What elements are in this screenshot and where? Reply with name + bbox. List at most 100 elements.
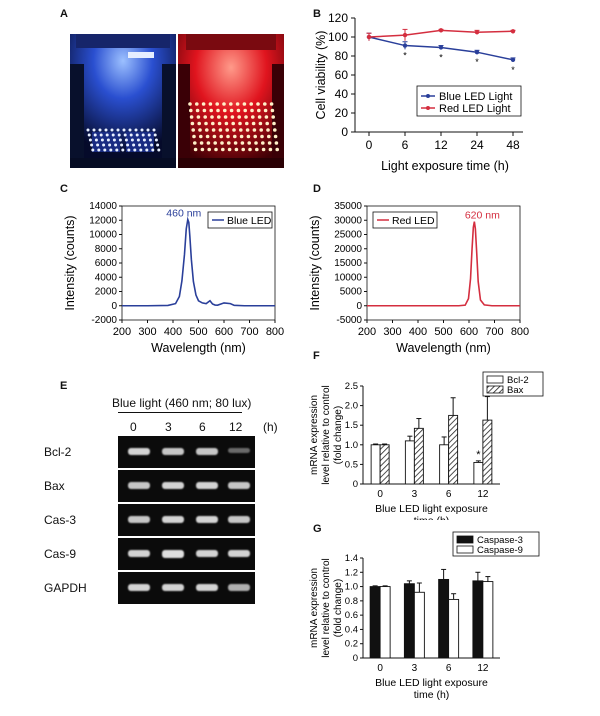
y-tick-label: 8000 xyxy=(95,244,118,255)
y-axis-title: mRNA expression xyxy=(309,568,320,648)
led-dot xyxy=(145,148,149,152)
led-dot xyxy=(189,115,194,119)
led-dot xyxy=(266,128,270,132)
led-dot xyxy=(225,128,229,132)
blot-band xyxy=(128,584,150,591)
led-dot xyxy=(198,128,202,132)
led-dot xyxy=(220,141,224,145)
led-dot xyxy=(229,108,234,113)
led-dot xyxy=(124,138,128,142)
led-dot xyxy=(275,147,279,152)
blot-band xyxy=(196,516,218,523)
led-dot xyxy=(90,143,94,147)
led-dot xyxy=(231,121,235,126)
bcl2-bax-bar-chart: 0 0.5 1.0 1.5 2.0 2.5 0 3 6 12 * Blue LED light exp… xyxy=(309,371,544,520)
led-dot xyxy=(239,128,243,132)
led-dot xyxy=(192,134,196,139)
y-tick-label: 6000 xyxy=(95,258,118,269)
led-dot xyxy=(233,134,237,139)
x-tick-label: 6 xyxy=(446,663,452,674)
spectrum-line xyxy=(122,216,275,307)
data-point xyxy=(510,29,516,34)
led-dot xyxy=(147,133,151,137)
led-dot xyxy=(211,121,215,126)
lane-label-12: 12 xyxy=(229,420,243,434)
led-dot xyxy=(195,108,200,113)
panel-label-g: G xyxy=(313,523,322,535)
legend-label: Blue LED xyxy=(227,215,272,227)
y-tick-label: 80 xyxy=(335,49,349,63)
blue-led-spectrum-chart: -2000 0 2000 4000 6000 8000 10000 12000 14000 200… xyxy=(63,201,284,355)
led-dot xyxy=(105,133,109,137)
led-dot xyxy=(99,133,103,137)
blot-band xyxy=(162,482,184,489)
x-axis-title: Wavelength (nm) xyxy=(151,341,246,355)
legend-label: Bcl-2 xyxy=(507,375,529,386)
led-dot xyxy=(140,128,144,132)
x-tick-label: 800 xyxy=(266,326,284,338)
bar xyxy=(379,444,390,485)
blot-band xyxy=(196,482,218,489)
led-dot xyxy=(236,108,241,113)
led-dot xyxy=(195,102,199,106)
led-dot xyxy=(256,102,260,106)
legend-label: Red LED xyxy=(392,215,435,227)
led-dot xyxy=(116,128,120,132)
x-axis-title: time (h) xyxy=(414,515,450,520)
bar xyxy=(403,583,415,659)
led-dot xyxy=(117,133,121,137)
led-dot xyxy=(261,141,265,145)
y-tick-label: 0.2 xyxy=(345,639,358,650)
led-dot xyxy=(202,108,207,113)
led-dot xyxy=(270,108,275,113)
y-tick-label: -5000 xyxy=(336,315,362,326)
led-dot xyxy=(203,115,207,119)
blot-band xyxy=(128,482,150,489)
led-dot xyxy=(240,141,245,145)
led-dot xyxy=(259,128,263,132)
led-dot xyxy=(153,133,157,137)
blot-gel-row xyxy=(118,436,255,468)
bar xyxy=(404,440,415,485)
led-dot xyxy=(205,134,210,139)
data-point xyxy=(474,30,480,35)
blot-row-label: GAPDH xyxy=(44,581,87,595)
led-dot xyxy=(146,128,150,132)
lane-label-3: 3 xyxy=(165,420,172,434)
led-dot xyxy=(253,134,257,139)
blot-gel-row xyxy=(118,470,255,502)
led-dot xyxy=(237,115,241,119)
y-axis-title: Intensity (counts) xyxy=(308,215,322,310)
bar xyxy=(473,461,484,485)
led-dot xyxy=(199,134,203,139)
y-tick-label: 0.4 xyxy=(345,624,358,635)
data-point xyxy=(510,57,516,62)
panel-label-b: B xyxy=(313,8,321,20)
x-axis-title: time (h) xyxy=(414,689,450,701)
bar xyxy=(439,444,450,485)
data-point xyxy=(402,32,408,38)
y-tick-label: 0.8 xyxy=(345,596,358,607)
led-dot xyxy=(226,134,230,139)
led-dot xyxy=(188,102,192,106)
led-dot xyxy=(213,141,217,145)
led-dot xyxy=(93,133,97,137)
led-dot xyxy=(224,121,229,126)
significance-mark: * xyxy=(403,51,407,61)
x-tick-label: 48 xyxy=(506,138,520,152)
led-dot xyxy=(233,141,238,145)
panel-label-f: F xyxy=(313,350,320,362)
bar xyxy=(438,578,450,659)
blot-band xyxy=(196,448,218,455)
x-tick-label: 500 xyxy=(189,326,207,338)
led-dot xyxy=(269,102,274,106)
led-dot xyxy=(229,102,233,106)
y-tick-label: 40 xyxy=(335,87,349,101)
led-dot xyxy=(142,138,146,142)
y-tick-label: 1.0 xyxy=(345,440,358,451)
y-tick-label: 25000 xyxy=(334,230,362,241)
x-tick-label: 200 xyxy=(113,326,131,338)
x-tick-label: 300 xyxy=(138,326,156,338)
x-axis-title: Wavelength (nm) xyxy=(396,341,491,355)
led-dot xyxy=(249,102,253,106)
